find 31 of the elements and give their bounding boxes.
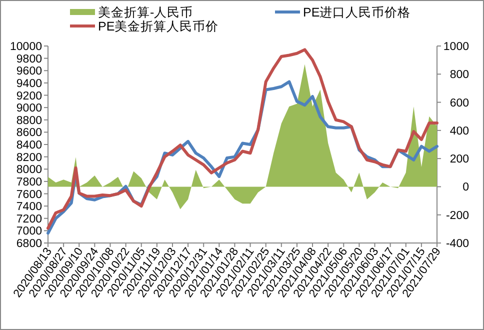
y2-tick-label: 600	[450, 97, 469, 110]
y2-tick-label: -200	[446, 210, 469, 222]
y-tick-label: 8400	[16, 140, 42, 152]
y-tick-label: 8000	[16, 164, 42, 176]
y-tick-label: 9000	[16, 102, 42, 115]
y-tick-label: 7000	[16, 226, 42, 238]
y-tick-label: 7800	[16, 176, 42, 188]
y2-tick-label: 0	[462, 182, 469, 194]
legend-label: PE美金折算人民币价	[98, 18, 219, 34]
y-tick-label: 10000	[10, 41, 42, 53]
y-tick-label: 7400	[16, 201, 42, 214]
legend-label: PE进口人民币价格	[303, 6, 411, 20]
legend-item: PE进口人民币价格	[275, 6, 411, 20]
y-tick-label: 9600	[16, 66, 42, 78]
y2-tick-label: -400	[446, 238, 469, 250]
legend-label: 美金折算-人民币	[98, 4, 194, 20]
y-tick-label: 8600	[16, 127, 42, 140]
legend-item: PE美金折算人民币价	[70, 20, 219, 34]
y2-tick-label: 200	[450, 154, 469, 166]
y-tick-label: 9200	[16, 90, 42, 102]
y-tick-label: 7200	[16, 213, 42, 226]
y2-tick-label: 800	[450, 69, 469, 82]
y2-tick-label: 1000	[443, 41, 469, 53]
y-tick-label: 8800	[16, 114, 42, 127]
y-tick-label: 7600	[16, 188, 42, 201]
y2-tick-label: 400	[450, 125, 469, 138]
y-tick-label: 8200	[16, 152, 42, 164]
y-tick-label: 9400	[16, 78, 42, 90]
legend-item: 美金折算-人民币	[70, 6, 194, 20]
y-tick-label: 9800	[16, 53, 42, 66]
y-tick-label: 6800	[16, 238, 42, 250]
